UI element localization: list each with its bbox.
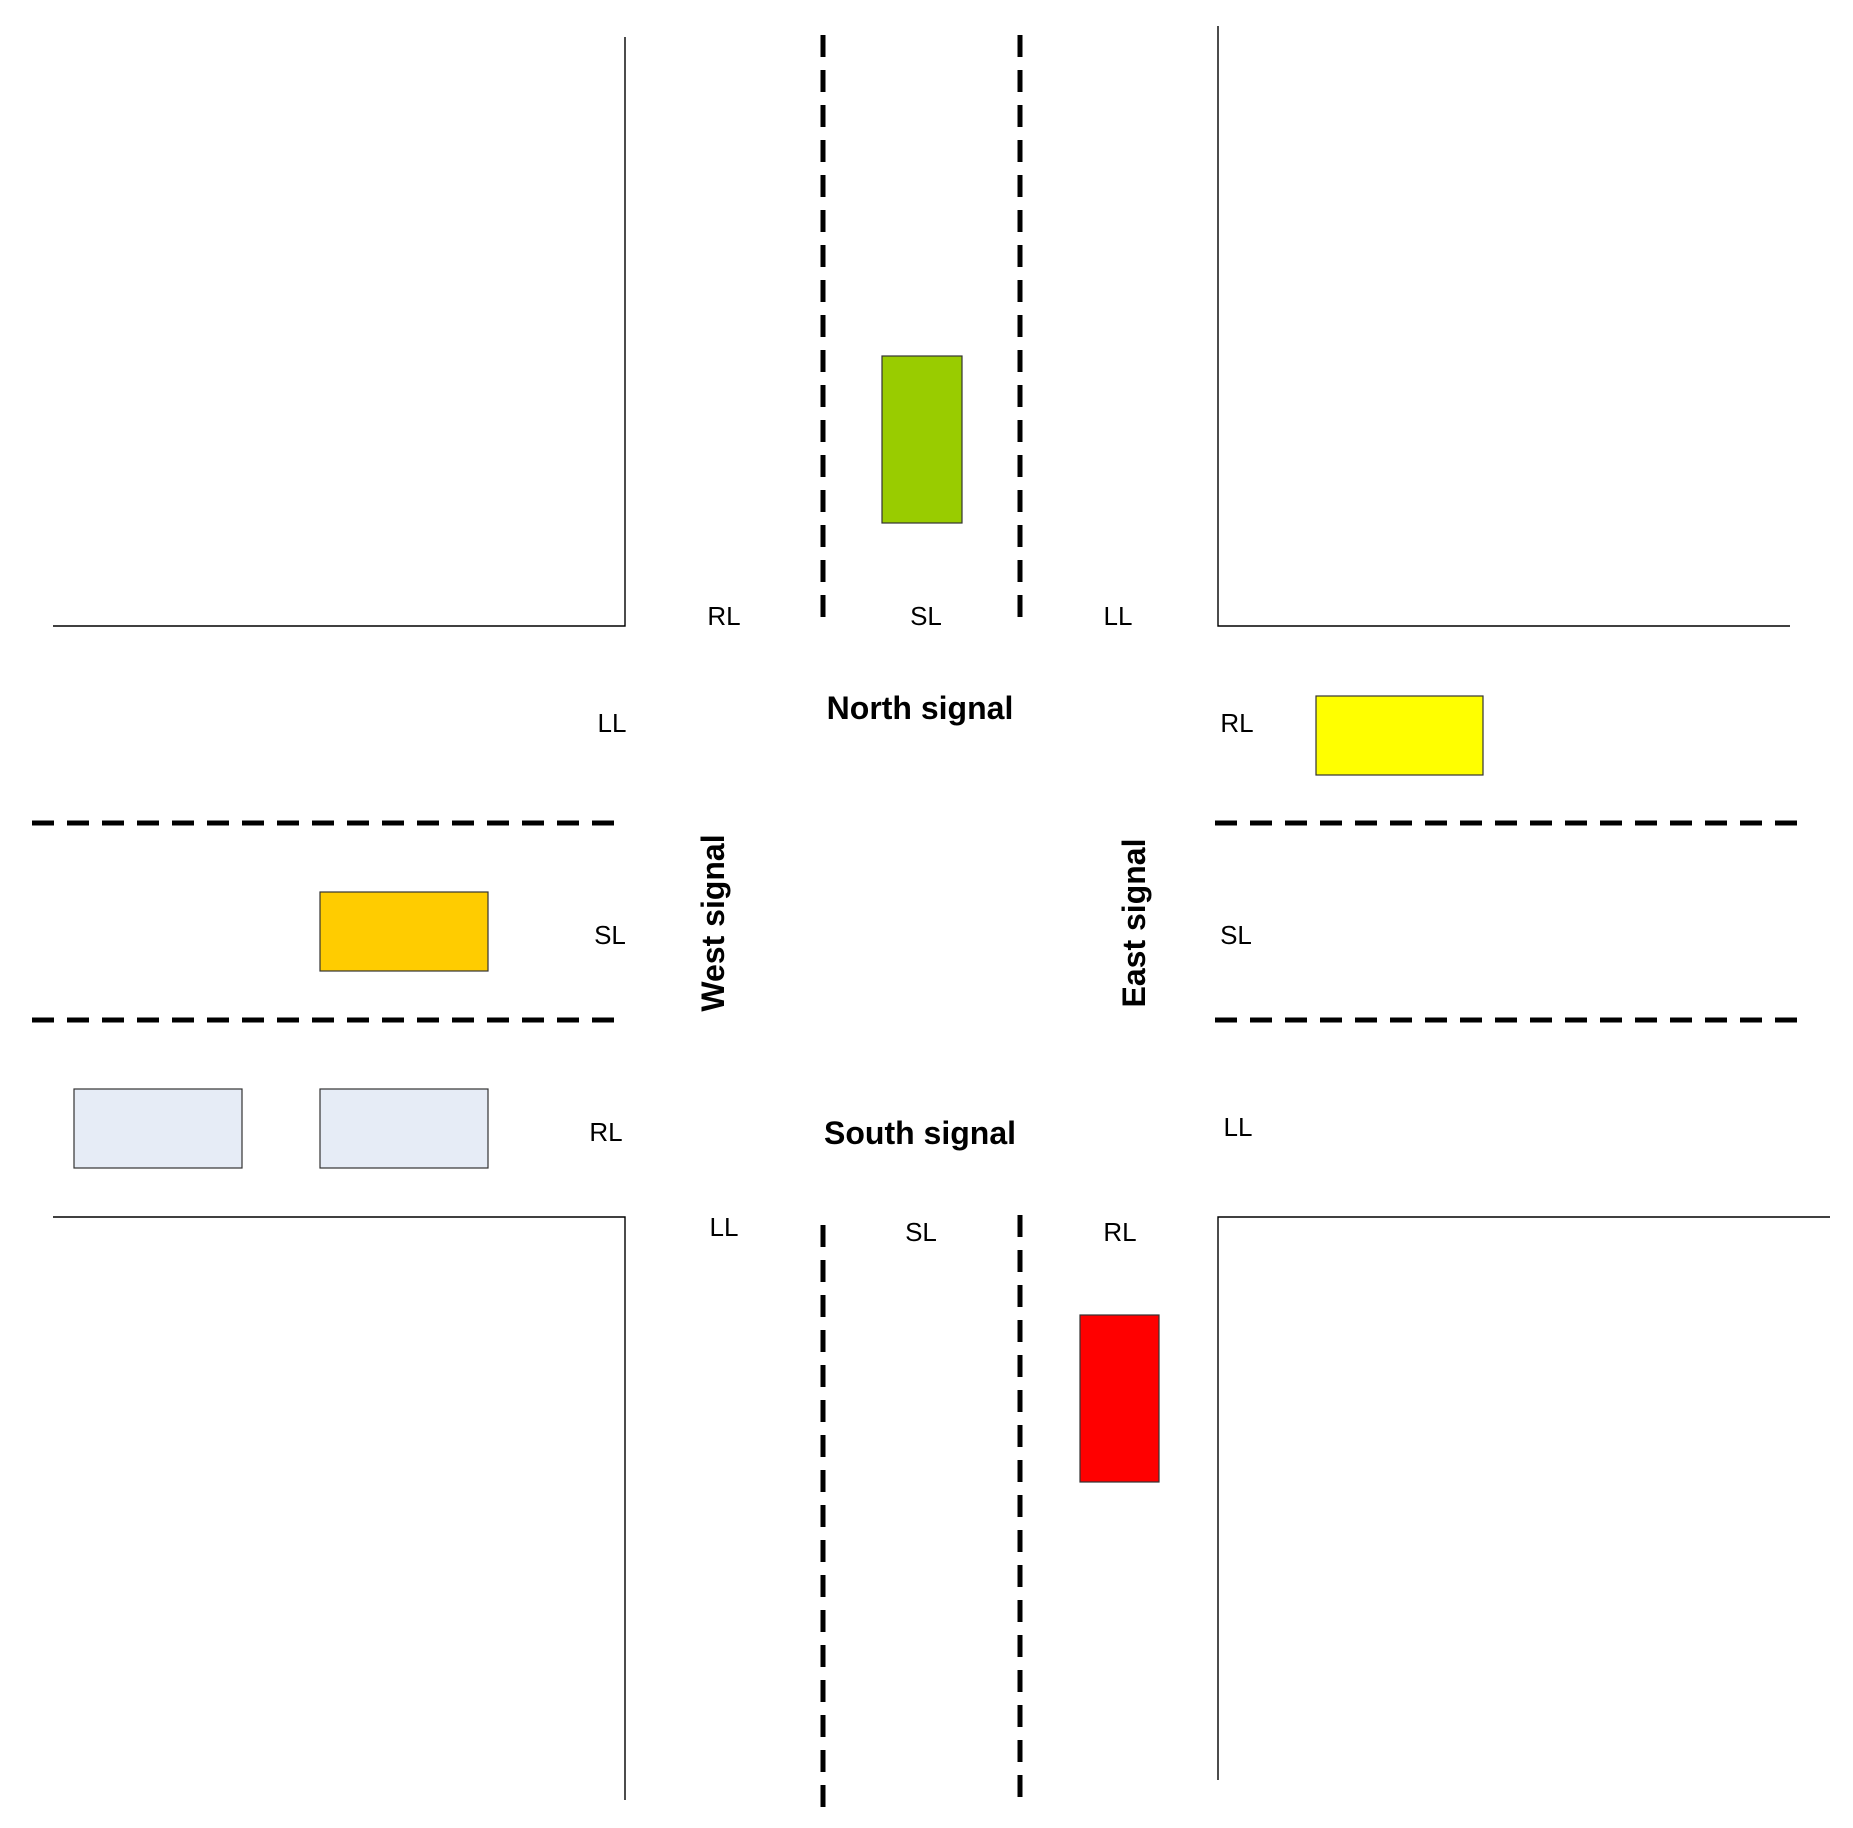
vehicle-west-straight xyxy=(319,891,489,972)
east-lane-label-sl: SL xyxy=(1220,920,1252,950)
vehicle-north-straight xyxy=(881,355,963,524)
north-lane-label-rl: RL xyxy=(707,601,740,631)
east-lane-label-rl: RL xyxy=(1220,708,1253,738)
curb-northwest xyxy=(53,37,626,627)
curbs xyxy=(53,26,1830,1800)
lane-dividers xyxy=(32,35,1803,1810)
curb-northeast xyxy=(1217,26,1790,627)
vehicle-west-right-2 xyxy=(319,1088,489,1169)
vehicles xyxy=(73,355,1484,1483)
north-signal-label: North signal xyxy=(827,690,1014,726)
vehicle-south-right xyxy=(1079,1314,1160,1483)
curb-southwest xyxy=(53,1216,626,1800)
west-lane-label-rl: RL xyxy=(589,1117,622,1147)
west-signal-label: West signal xyxy=(695,834,731,1011)
north-lane-label-sl: SL xyxy=(910,601,942,631)
south-lane-label-ll: LL xyxy=(710,1212,739,1242)
north-lane-label-ll: LL xyxy=(1104,601,1133,631)
west-lane-label-sl: SL xyxy=(594,920,626,950)
south-lane-label-sl: SL xyxy=(905,1217,937,1247)
south-lane-label-rl: RL xyxy=(1103,1217,1136,1247)
vehicle-east-right xyxy=(1315,695,1484,776)
east-signal-label: East signal xyxy=(1116,839,1152,1008)
vehicle-west-right-1 xyxy=(73,1088,243,1169)
east-lane-label-ll: LL xyxy=(1224,1112,1253,1142)
south-signal-label: South signal xyxy=(824,1115,1016,1151)
curb-southeast xyxy=(1217,1216,1830,1780)
west-lane-label-ll: LL xyxy=(598,708,627,738)
